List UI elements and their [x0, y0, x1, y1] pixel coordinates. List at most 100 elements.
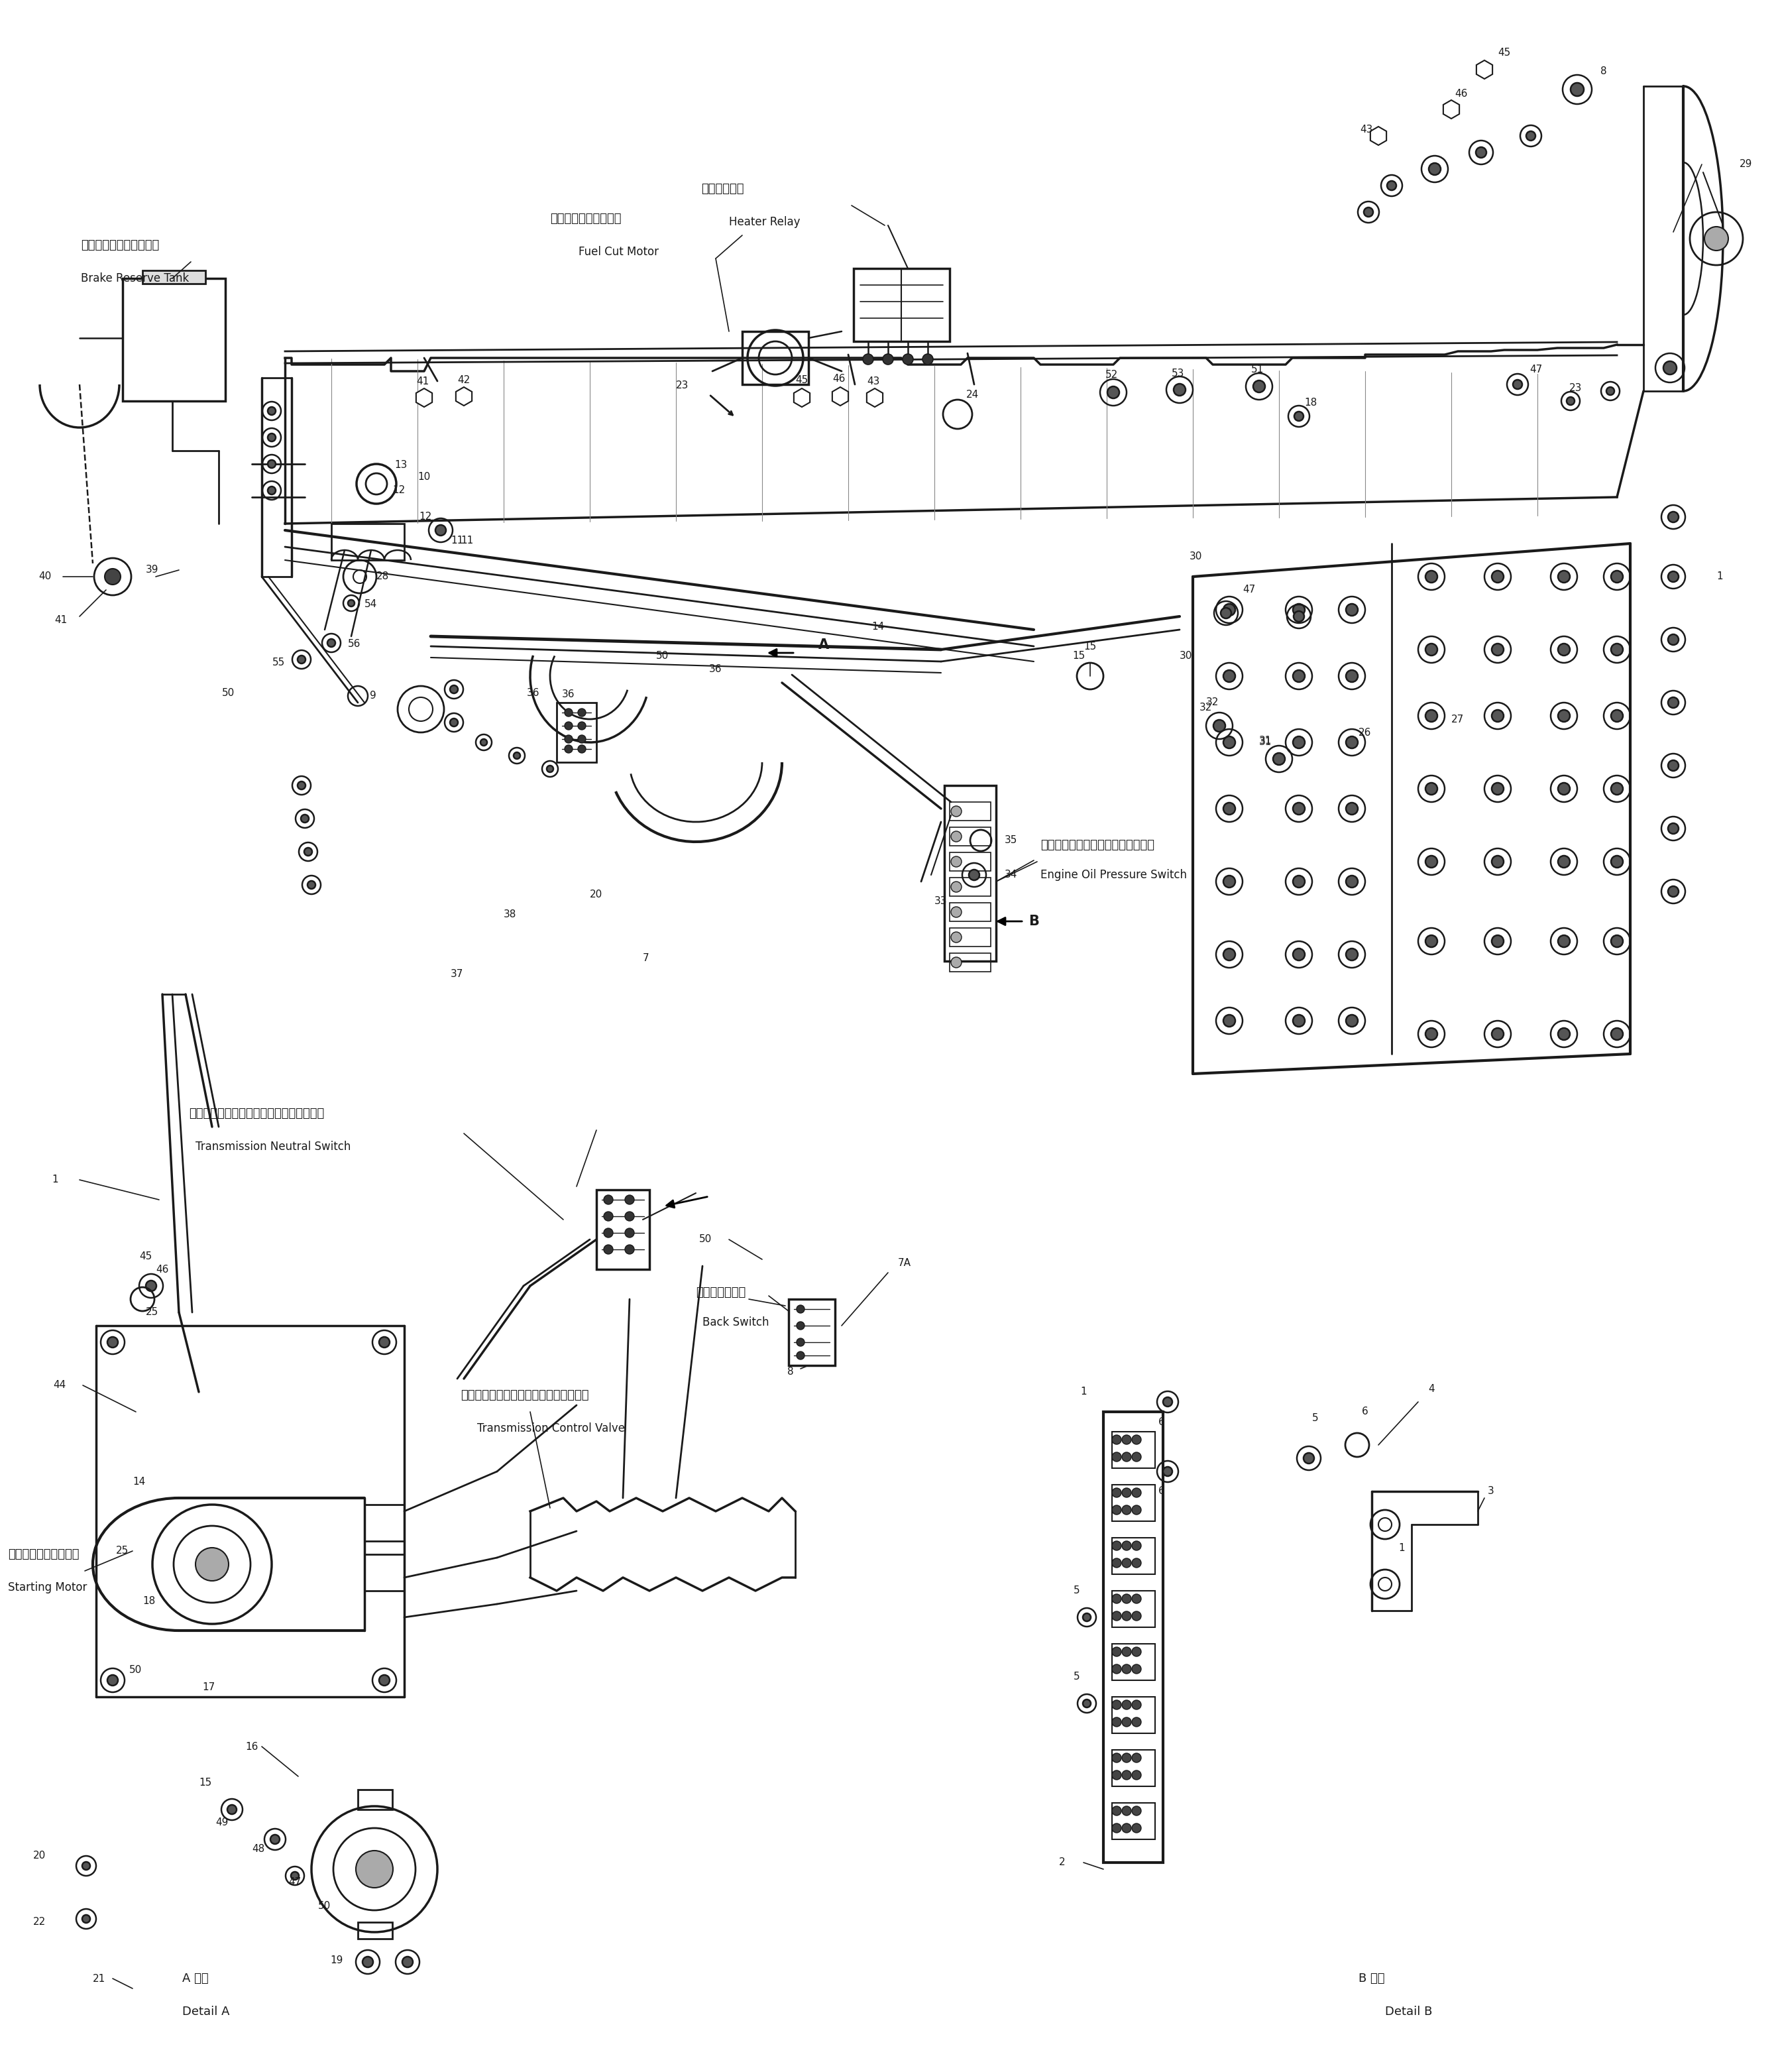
Circle shape — [107, 1674, 117, 1685]
Bar — [1111, 1537, 1156, 1575]
Circle shape — [565, 721, 573, 729]
Circle shape — [1513, 379, 1522, 390]
Circle shape — [624, 1196, 635, 1204]
Circle shape — [1083, 1614, 1090, 1620]
Bar — [949, 928, 990, 947]
Text: 5: 5 — [1074, 1585, 1079, 1595]
Text: 32: 32 — [1200, 702, 1213, 713]
Text: 53: 53 — [1172, 369, 1184, 379]
Text: 55: 55 — [272, 657, 284, 667]
Circle shape — [1273, 752, 1285, 765]
Circle shape — [1364, 207, 1373, 218]
Circle shape — [1122, 1753, 1131, 1763]
Text: 36: 36 — [526, 688, 541, 698]
Bar — [1111, 1803, 1156, 1840]
Text: 4: 4 — [1428, 1384, 1435, 1394]
Circle shape — [1122, 1488, 1131, 1498]
Text: A: A — [818, 638, 829, 651]
Circle shape — [605, 1212, 613, 1220]
Circle shape — [1346, 603, 1358, 615]
Circle shape — [1083, 1699, 1090, 1707]
Text: 9: 9 — [370, 690, 377, 700]
Text: 56: 56 — [348, 640, 361, 649]
Text: 30: 30 — [1189, 551, 1202, 562]
Bar — [331, 524, 404, 559]
Text: 15: 15 — [1083, 642, 1097, 651]
Circle shape — [1122, 1701, 1131, 1709]
Circle shape — [1111, 1664, 1122, 1674]
Circle shape — [1111, 1436, 1122, 1444]
Bar — [1111, 1643, 1156, 1680]
Circle shape — [624, 1212, 635, 1220]
Circle shape — [146, 1280, 156, 1291]
Circle shape — [1611, 570, 1623, 582]
Circle shape — [1122, 1593, 1131, 1604]
Bar — [357, 1923, 393, 1939]
Circle shape — [1611, 934, 1623, 947]
Circle shape — [402, 1956, 412, 1966]
Circle shape — [951, 908, 962, 918]
Circle shape — [1426, 1028, 1437, 1040]
Text: 30: 30 — [1179, 651, 1193, 661]
Circle shape — [546, 765, 553, 773]
Circle shape — [1223, 802, 1236, 814]
Circle shape — [1223, 1015, 1236, 1028]
Text: 18: 18 — [142, 1595, 155, 1606]
Bar — [949, 802, 990, 821]
Circle shape — [1426, 934, 1437, 947]
Circle shape — [1492, 644, 1504, 655]
Circle shape — [1387, 180, 1396, 191]
Circle shape — [1664, 361, 1677, 375]
Text: 40: 40 — [39, 572, 52, 582]
Circle shape — [951, 957, 962, 968]
Circle shape — [1668, 572, 1678, 582]
Text: 5: 5 — [1074, 1672, 1079, 1682]
Bar — [949, 879, 990, 897]
Text: Starting Motor: Starting Motor — [7, 1581, 87, 1593]
Circle shape — [1492, 856, 1504, 868]
Text: 43: 43 — [868, 377, 880, 385]
Bar — [949, 903, 990, 922]
Circle shape — [1133, 1701, 1141, 1709]
Circle shape — [1108, 387, 1120, 398]
Circle shape — [578, 721, 585, 729]
Text: 46: 46 — [156, 1264, 169, 1274]
Circle shape — [1346, 1015, 1358, 1028]
Text: 22: 22 — [34, 1917, 46, 1927]
Text: 33: 33 — [935, 897, 948, 905]
Circle shape — [903, 354, 914, 365]
Circle shape — [1111, 1558, 1122, 1569]
Circle shape — [292, 1871, 299, 1879]
Text: 21: 21 — [92, 1973, 105, 1983]
Bar — [741, 332, 809, 385]
Circle shape — [1558, 1028, 1570, 1040]
Polygon shape — [793, 387, 811, 406]
Circle shape — [1122, 1504, 1131, 1515]
Text: Transmission Control Valve: Transmission Control Valve — [477, 1423, 624, 1434]
Text: 6: 6 — [1362, 1407, 1369, 1417]
Circle shape — [1223, 736, 1236, 748]
Circle shape — [304, 847, 313, 856]
Text: 24: 24 — [965, 390, 980, 400]
Text: 13: 13 — [395, 460, 407, 470]
Text: 50: 50 — [699, 1235, 711, 1245]
Text: 32: 32 — [1205, 698, 1220, 707]
Circle shape — [1223, 876, 1236, 887]
Circle shape — [1133, 1504, 1141, 1515]
Circle shape — [1346, 802, 1358, 814]
Text: 20: 20 — [34, 1850, 46, 1861]
Circle shape — [1122, 1558, 1131, 1569]
Circle shape — [1111, 1504, 1122, 1515]
Circle shape — [327, 638, 336, 646]
Circle shape — [969, 870, 980, 881]
Circle shape — [379, 1674, 389, 1685]
Circle shape — [268, 406, 276, 414]
Text: スターティングモータ: スターティングモータ — [7, 1548, 80, 1560]
Text: 42: 42 — [457, 375, 469, 385]
Circle shape — [605, 1229, 613, 1237]
Circle shape — [107, 1336, 117, 1347]
Text: 1: 1 — [52, 1175, 59, 1185]
Circle shape — [951, 806, 962, 816]
Text: 7: 7 — [644, 953, 649, 963]
Text: 34: 34 — [1005, 870, 1017, 881]
